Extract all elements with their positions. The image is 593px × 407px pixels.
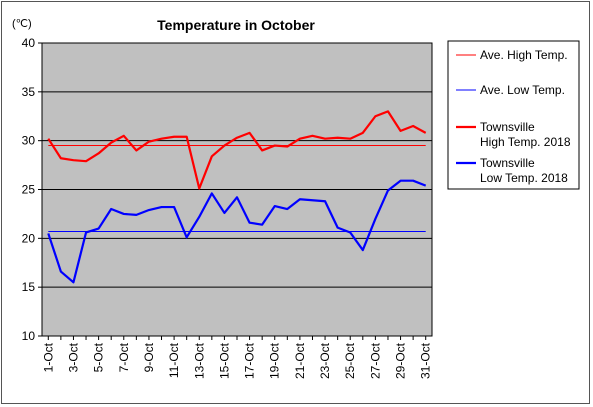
x-tick-label: 9-Oct (142, 342, 156, 372)
x-tick-label: 31-Oct (419, 342, 433, 379)
legend-box (447, 40, 580, 190)
legend-label: Low Temp. 2018 (480, 171, 568, 185)
x-tick-label: 29-Oct (394, 342, 408, 379)
axes: 10 15 20 25 30 35 40 1-Oct 3-Oct 5-Oct 7-Oct 9-Oct 1… (22, 36, 433, 379)
series-lines (47, 110, 427, 284)
x-tick-label: 19-Oct (268, 342, 282, 379)
x-tick-label: 21-Oct (293, 342, 307, 379)
y-tick-label: 40 (22, 36, 36, 50)
x-tick-label: 23-Oct (318, 342, 332, 379)
x-tick-label: 17-Oct (243, 342, 257, 379)
x-tick-label: 7-Oct (117, 342, 131, 372)
series-points-3 (48, 180, 426, 283)
y-unit-label: (℃) (12, 18, 32, 30)
x-tick-label: 11-Oct (167, 342, 181, 378)
y-tick-label: 20 (22, 231, 36, 245)
x-tick-label: 5-Oct (92, 342, 106, 372)
x-tick-label: 13-Oct (192, 342, 206, 379)
legend-label: Ave. High Temp. (480, 48, 568, 62)
x-tick-label: 3-Oct (66, 342, 80, 372)
y-tick-label: 10 (22, 329, 36, 343)
x-tick-label: 27-Oct (368, 342, 382, 379)
legend-label: Townsville (480, 156, 535, 170)
x-tick-label: 25-Oct (343, 342, 357, 379)
y-tick-label: 35 (22, 85, 36, 99)
legend-label: High Temp. 2018 (480, 135, 571, 149)
legend-label: Townsville (480, 120, 535, 134)
series-points-2 (48, 111, 426, 189)
x-tick-label: 15-Oct (217, 342, 231, 379)
chart-title: Temperature in October (157, 17, 315, 33)
y-tick-label: 15 (22, 280, 36, 294)
y-tick-label: 30 (22, 134, 36, 148)
legend-label: Ave. Low Temp. (480, 83, 565, 97)
legend: Ave. High Temp.Ave. Low Temp.TownsvilleH… (447, 40, 580, 190)
x-tick-label: 1-Oct (41, 342, 55, 372)
y-tick-label: 25 (22, 183, 36, 197)
